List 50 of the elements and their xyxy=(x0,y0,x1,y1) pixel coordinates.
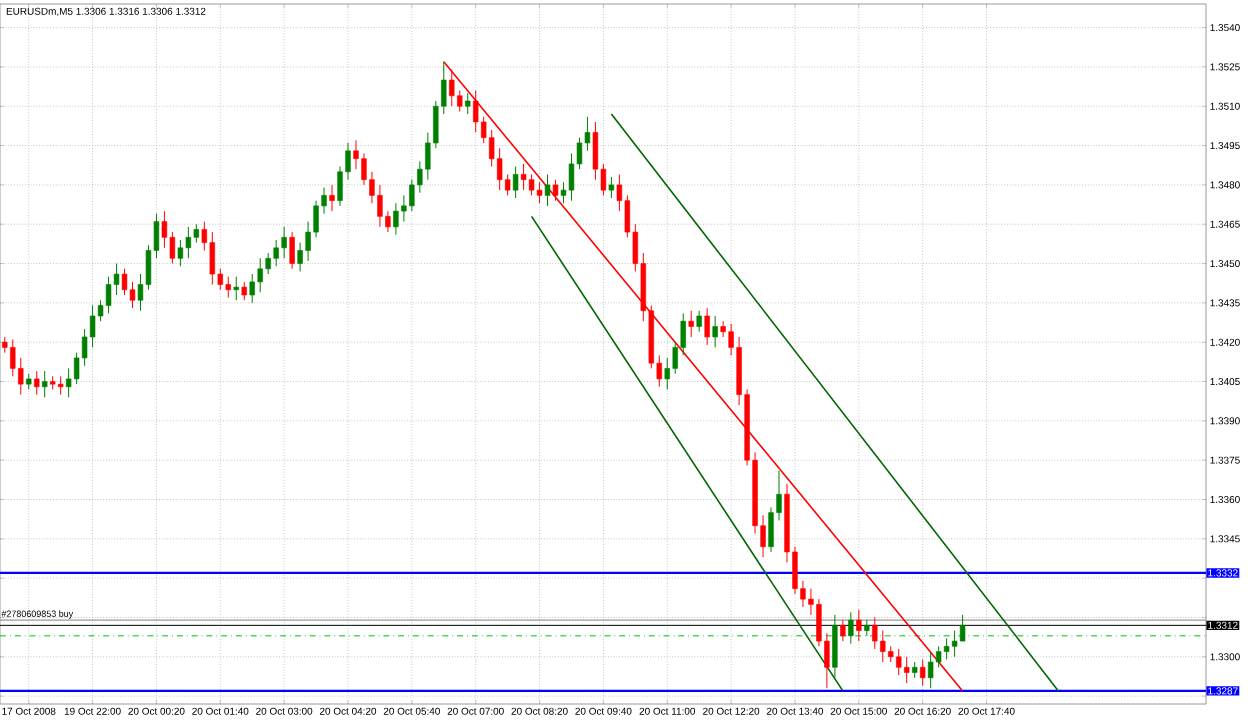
candlestick xyxy=(177,239,184,267)
candlestick xyxy=(832,614,838,679)
candlestick xyxy=(265,252,271,275)
candlestick xyxy=(536,181,543,204)
candlestick xyxy=(273,239,279,267)
candlestick xyxy=(225,276,231,299)
candlestick xyxy=(329,184,335,212)
candlestick xyxy=(129,281,136,309)
candlestick xyxy=(289,231,295,270)
candlestick xyxy=(943,637,950,660)
candlestick xyxy=(193,223,200,244)
candlestick xyxy=(512,166,519,199)
candlestick xyxy=(257,257,263,293)
candlestick xyxy=(927,651,934,689)
candlestick xyxy=(281,226,287,259)
candlestick xyxy=(233,276,239,301)
candlestick xyxy=(57,375,64,396)
candlestick xyxy=(473,90,479,133)
candlestick xyxy=(904,656,910,684)
candlestick xyxy=(696,310,702,333)
candlestick xyxy=(520,163,527,191)
candlestick xyxy=(10,339,16,377)
candlestick xyxy=(465,92,471,115)
candlestick xyxy=(209,231,215,286)
candlestick xyxy=(528,173,535,196)
candlestick xyxy=(896,648,902,676)
candlestick xyxy=(241,281,247,301)
candlestick xyxy=(544,173,551,207)
candlestick xyxy=(377,184,383,228)
candlestick xyxy=(449,69,455,107)
candlestick xyxy=(608,176,615,199)
candlestick xyxy=(951,630,958,658)
candlestick xyxy=(105,276,112,314)
candlestick xyxy=(880,630,886,663)
candlestick xyxy=(959,614,966,642)
candlestick xyxy=(712,315,718,348)
candlestick xyxy=(185,226,192,259)
candlestick xyxy=(552,179,559,202)
candlestick xyxy=(249,273,255,304)
candlestick xyxy=(919,658,926,687)
candlestick xyxy=(34,370,40,396)
candlestick xyxy=(872,616,878,650)
candlestick xyxy=(121,268,128,296)
candlestick xyxy=(704,307,710,346)
candlestick xyxy=(393,202,399,236)
candlestick xyxy=(856,609,862,642)
candlestick xyxy=(840,619,846,642)
candlestick xyxy=(848,611,854,645)
candlestick xyxy=(42,370,48,398)
candlestick xyxy=(688,310,694,338)
